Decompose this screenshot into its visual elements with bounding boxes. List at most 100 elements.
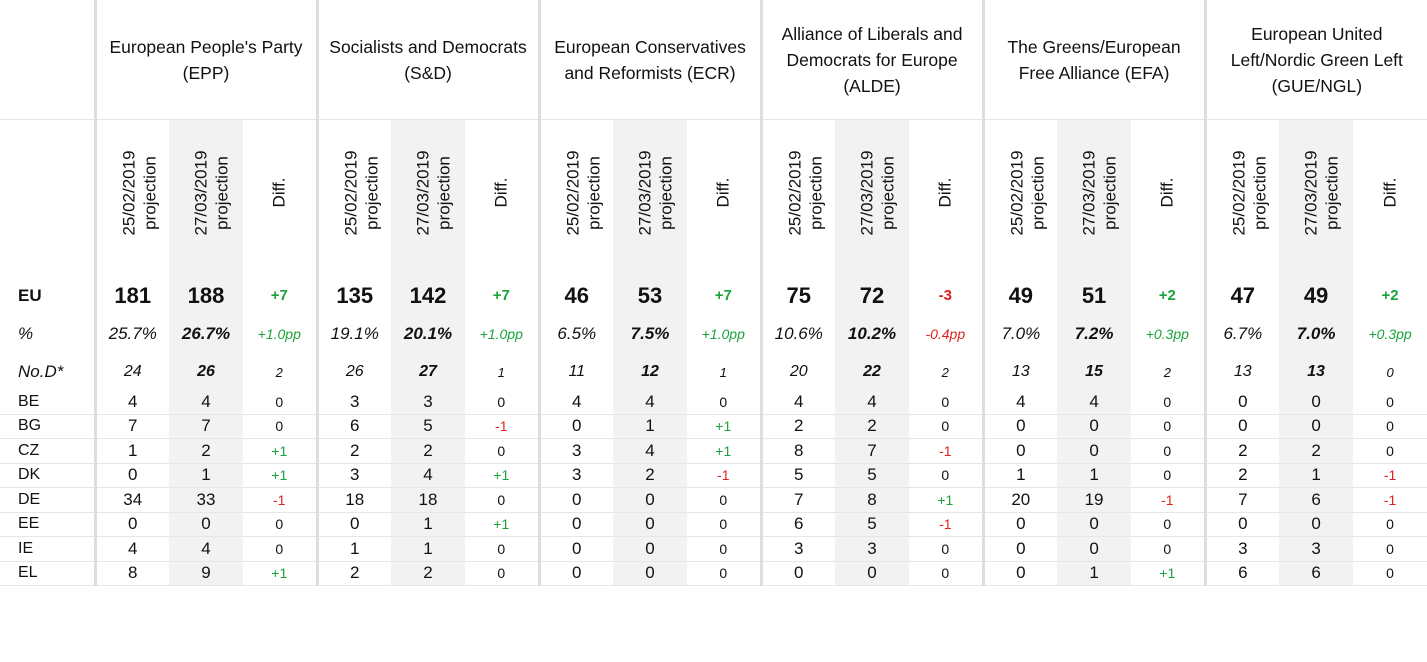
projection-feb-value: 20 [759,354,836,390]
projection-feb-value: 19.1% [315,314,391,354]
projection-mar-value: 1 [1057,561,1132,586]
difference-value: +1.0pp [257,326,301,342]
row-label: CZ [0,438,95,464]
projection-mar-value: 5 [835,512,910,537]
subheader-line: Diff. [1157,177,1177,208]
subheader-line: projection [1250,155,1270,230]
difference-value: 0 [465,390,540,415]
difference-value: +2 [1381,287,1399,304]
difference-value: 0 [1386,364,1394,380]
projection-feb-value: 0 [1203,390,1280,415]
subheader-proj2-text: 27/03/2019 projection [413,150,455,235]
difference-value: 0 [243,414,317,439]
difference-value: -1 [687,463,762,488]
projection-mar-value: 142 [391,265,465,314]
projection-mar-value: 2 [1279,438,1354,464]
subheader-proj2: 27/03/2019 projection [835,119,910,265]
subheader-line: projection [140,155,160,230]
subheader-line: 27/03/2019 [191,149,211,236]
corner-cell-2 [0,119,95,265]
projection-mar-value: 0 [613,512,688,537]
subheader-proj1: 25/02/2019 projection [93,119,169,265]
subheader-line: Diff. [269,177,289,208]
projection-mar-value: 5 [835,463,910,488]
party-header-ecr: European Conservatives and Reformists (E… [537,0,762,120]
difference-value: 0 [1353,536,1427,562]
subheader-line: projection [362,155,382,230]
difference-value: 1 [497,364,505,380]
projection-feb-value: 8 [93,561,169,586]
projection-mar-value: 1 [1279,463,1354,488]
projection-mar-value: 2 [835,414,910,439]
projection-mar-value: 26.7% [169,314,243,354]
projection-feb-value: 0 [537,487,614,513]
projection-mar-value: 1 [613,414,688,439]
subheader-line: projection [878,155,898,230]
projection-feb-value: 2 [315,561,391,586]
difference-value: 0 [1353,512,1427,537]
difference-value: -1 [1353,463,1427,488]
difference-value: 0 [1131,512,1206,537]
difference-value: -1 [909,512,984,537]
projection-feb-value: 0 [537,561,614,586]
projection-feb-value: 0 [981,438,1058,464]
subheader-diff-text: Diff. [935,178,956,208]
subheader-line: 27/03/2019 [1079,149,1099,236]
difference-value: 0 [909,561,984,586]
subheader-diff-text: Diff. [269,178,290,208]
difference-value: -3 [938,287,952,304]
party-header-alde: Alliance of Liberals and Democrats for E… [759,0,984,120]
no-d-row: No.D* 24 26 2 26 27 1 11 12 1 20 22 2 13 15 2 13 13 0 [0,354,1427,390]
subheader-diff-text: Diff. [1380,178,1401,208]
projection-feb-value: 0 [93,463,169,488]
row-label: EL [0,561,95,586]
projection-feb-value: 8 [759,438,836,464]
projection-mar-value: 7 [169,414,243,439]
difference-value: +1 [465,463,540,488]
row-label: DK [0,463,95,488]
table-body: EU 181 188 +7 135 142 +7 46 53 +7 75 72 -3 49 51 +2 47 49… [0,265,1427,586]
projection-mar-value: 51 [1057,265,1132,314]
projection-mar-value: 53 [613,265,688,314]
projection-feb-value: 13 [981,354,1058,390]
difference-value: 0 [465,561,540,586]
subheader-diff-text: Diff. [713,178,734,208]
country-row: DE 34 33 -1 18 18 0 0 0 0 7 8 +1 20 19 -1 7 6 -1 [0,487,1427,513]
difference-value: +1 [687,414,762,439]
subheader-proj2-text: 27/03/2019 projection [191,150,233,235]
subheader-proj1: 25/02/2019 projection [981,119,1058,265]
projection-mar-value: 12 [613,354,688,390]
difference-value: -1 [909,438,984,464]
projection-mar-value: 0 [1057,512,1132,537]
party-header-epp: European People's Party (EPP) [93,0,317,120]
projection-mar-value: 33 [169,487,243,513]
subheader-diff-text: Diff. [491,178,512,208]
difference-value: 0 [1131,414,1206,439]
projection-mar-value: 26 [169,354,243,390]
subheader-line: projection [212,155,232,230]
projection-mar-value: 7.2% [1057,314,1132,354]
projection-mar-value: 72 [835,265,910,314]
projection-feb-value: 3 [1203,536,1280,562]
projection-feb-value: 25.7% [93,314,169,354]
projection-mar-value: 3 [391,390,465,415]
projection-feb-value: 13 [1203,354,1280,390]
projection-mar-value: 0 [835,561,910,586]
subheader-proj1: 25/02/2019 projection [315,119,391,265]
projection-mar-value: 3 [1279,536,1354,562]
projection-mar-value: 2 [391,561,465,586]
projection-feb-value: 0 [981,414,1058,439]
projection-mar-value: 22 [835,354,910,390]
projection-feb-value: 3 [759,536,836,562]
projection-feb-value: 4 [981,390,1058,415]
difference-value: +1.0pp [479,326,523,342]
projection-feb-value: 0 [315,512,391,537]
difference-value: 0 [1353,414,1427,439]
subheader-line: projection [656,155,676,230]
subheader-line: projection [806,155,826,230]
projection-feb-value: 7 [759,487,836,513]
projection-mar-value: 7 [835,438,910,464]
row-label: BE [0,390,95,415]
difference-value: 0 [1353,561,1427,586]
subheader-proj1-text: 25/02/2019 projection [562,150,604,235]
